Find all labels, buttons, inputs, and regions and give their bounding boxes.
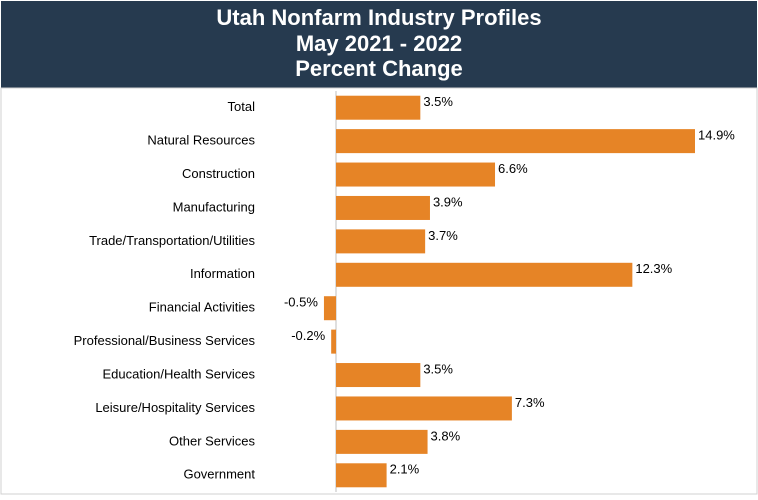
data-label: 12.3%: [635, 261, 672, 276]
bar: [323, 296, 336, 321]
data-label: 2.1%: [390, 462, 420, 477]
y-tick-label: Trade/Transportation/Utilities: [89, 233, 255, 248]
bar: [336, 463, 387, 488]
chart-subtitle: Percent Change: [295, 56, 463, 81]
data-label: -0.2%: [291, 328, 325, 343]
data-label: 3.5%: [423, 94, 453, 109]
y-tick-label: Government: [183, 467, 255, 482]
y-tick-label: Total: [228, 99, 256, 114]
y-tick-label: Leisure/Hospitality Services: [95, 400, 255, 415]
data-label: 6.6%: [498, 161, 528, 176]
y-tick-label: Construction: [182, 166, 255, 181]
y-tick-label: Information: [190, 266, 255, 281]
y-tick-label: Financial Activities: [149, 300, 256, 315]
bar: [336, 129, 695, 154]
bar: [336, 396, 512, 421]
data-label: 3.5%: [423, 361, 453, 376]
y-tick-label: Professional/Business Services: [74, 333, 256, 348]
bar: [336, 229, 426, 254]
data-label: 3.9%: [433, 194, 463, 209]
data-label: 14.9%: [698, 128, 735, 143]
y-tick-label: Natural Resources: [147, 133, 255, 148]
y-tick-label: Manufacturing: [173, 199, 255, 214]
data-label: 7.3%: [515, 395, 545, 410]
chart-title: Utah Nonfarm Industry Profiles: [216, 5, 541, 30]
chart-subtitle: May 2021 - 2022: [296, 31, 462, 56]
bar: [336, 162, 496, 187]
plot-frame: [0, 87, 758, 495]
data-label: -0.5%: [284, 295, 318, 310]
y-tick-label: Other Services: [169, 433, 255, 448]
bar: [336, 429, 428, 454]
data-label: 3.7%: [428, 228, 458, 243]
bar: [336, 95, 421, 120]
bar: [336, 195, 430, 220]
y-tick-label: Education/Health Services: [103, 366, 256, 381]
data-label: 3.8%: [431, 428, 461, 443]
header-band: [1, 1, 757, 88]
bar: [336, 363, 421, 388]
bar: [336, 262, 633, 287]
bar: [331, 329, 336, 354]
